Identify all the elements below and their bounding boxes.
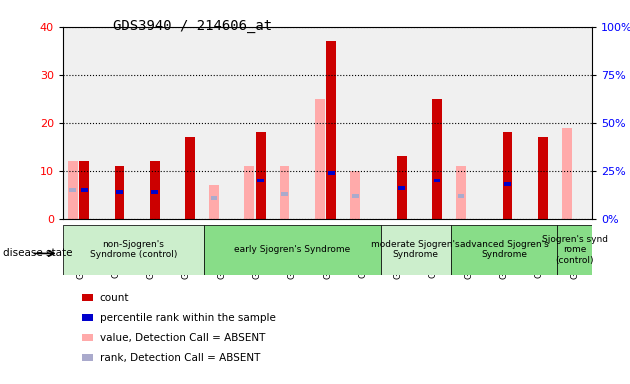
Bar bbox=[457, 194, 464, 198]
Bar bbox=[169, 27, 204, 219]
Bar bbox=[557, 225, 592, 275]
Bar bbox=[79, 161, 89, 219]
Bar bbox=[209, 185, 219, 219]
Bar bbox=[451, 225, 557, 275]
Bar bbox=[381, 225, 416, 275]
Bar bbox=[310, 225, 345, 275]
Bar bbox=[257, 179, 264, 182]
Bar bbox=[538, 137, 547, 219]
Text: rank, Detection Call = ABSENT: rank, Detection Call = ABSENT bbox=[100, 353, 260, 362]
Bar bbox=[63, 27, 98, 219]
Bar bbox=[239, 27, 275, 219]
Bar bbox=[204, 225, 239, 275]
Bar bbox=[416, 27, 451, 219]
Bar bbox=[310, 27, 345, 219]
Bar bbox=[275, 225, 310, 275]
Text: count: count bbox=[100, 293, 129, 303]
Bar bbox=[397, 157, 406, 219]
Text: moderate Sjogren's
Syndrome: moderate Sjogren's Syndrome bbox=[372, 240, 460, 259]
Text: non-Sjogren's
Syndrome (control): non-Sjogren's Syndrome (control) bbox=[90, 240, 177, 259]
Bar bbox=[328, 171, 335, 175]
Bar bbox=[398, 186, 405, 190]
Bar bbox=[486, 27, 522, 219]
Bar bbox=[557, 27, 592, 219]
Bar bbox=[204, 225, 381, 275]
Text: value, Detection Call = ABSENT: value, Detection Call = ABSENT bbox=[100, 333, 265, 343]
Text: disease state: disease state bbox=[3, 248, 72, 258]
Bar bbox=[239, 225, 275, 275]
Text: advanced Sjogren's
Syndrome: advanced Sjogren's Syndrome bbox=[460, 240, 548, 259]
Bar bbox=[204, 27, 239, 219]
Bar bbox=[150, 161, 159, 219]
Bar bbox=[557, 225, 592, 275]
Bar bbox=[345, 225, 381, 275]
Bar bbox=[185, 137, 195, 219]
Bar bbox=[522, 27, 557, 219]
Bar bbox=[115, 166, 124, 219]
Bar bbox=[281, 192, 288, 196]
Bar bbox=[116, 190, 123, 194]
Text: percentile rank within the sample: percentile rank within the sample bbox=[100, 313, 275, 323]
Bar bbox=[169, 225, 204, 275]
Bar bbox=[256, 132, 265, 219]
Bar bbox=[63, 225, 204, 275]
Bar bbox=[315, 99, 325, 219]
Bar bbox=[151, 190, 158, 194]
Bar bbox=[63, 225, 98, 275]
Bar bbox=[81, 188, 88, 192]
Bar bbox=[486, 225, 522, 275]
Text: Sjogren's synd
rome
(control): Sjogren's synd rome (control) bbox=[542, 235, 607, 265]
Bar bbox=[381, 225, 451, 275]
Bar bbox=[456, 166, 466, 219]
Bar bbox=[562, 127, 572, 219]
Bar bbox=[275, 27, 310, 219]
Bar bbox=[451, 27, 486, 219]
Bar bbox=[432, 99, 442, 219]
Text: GDS3940 / 214606_at: GDS3940 / 214606_at bbox=[113, 19, 273, 33]
Bar bbox=[381, 27, 416, 219]
Bar bbox=[134, 225, 169, 275]
Bar bbox=[416, 225, 451, 275]
Bar bbox=[522, 225, 557, 275]
Bar bbox=[210, 196, 217, 200]
Bar bbox=[244, 166, 255, 219]
Bar bbox=[280, 166, 290, 219]
Bar bbox=[98, 27, 134, 219]
Bar bbox=[503, 132, 512, 219]
Bar bbox=[326, 41, 336, 219]
Bar bbox=[345, 27, 381, 219]
Bar bbox=[451, 225, 486, 275]
Bar bbox=[68, 161, 78, 219]
Bar bbox=[433, 179, 440, 182]
Text: early Sjogren's Syndrome: early Sjogren's Syndrome bbox=[234, 245, 350, 254]
Bar bbox=[69, 188, 76, 192]
Bar bbox=[134, 27, 169, 219]
Bar bbox=[350, 171, 360, 219]
Bar bbox=[352, 194, 358, 198]
Bar bbox=[504, 182, 511, 186]
Bar bbox=[98, 225, 134, 275]
